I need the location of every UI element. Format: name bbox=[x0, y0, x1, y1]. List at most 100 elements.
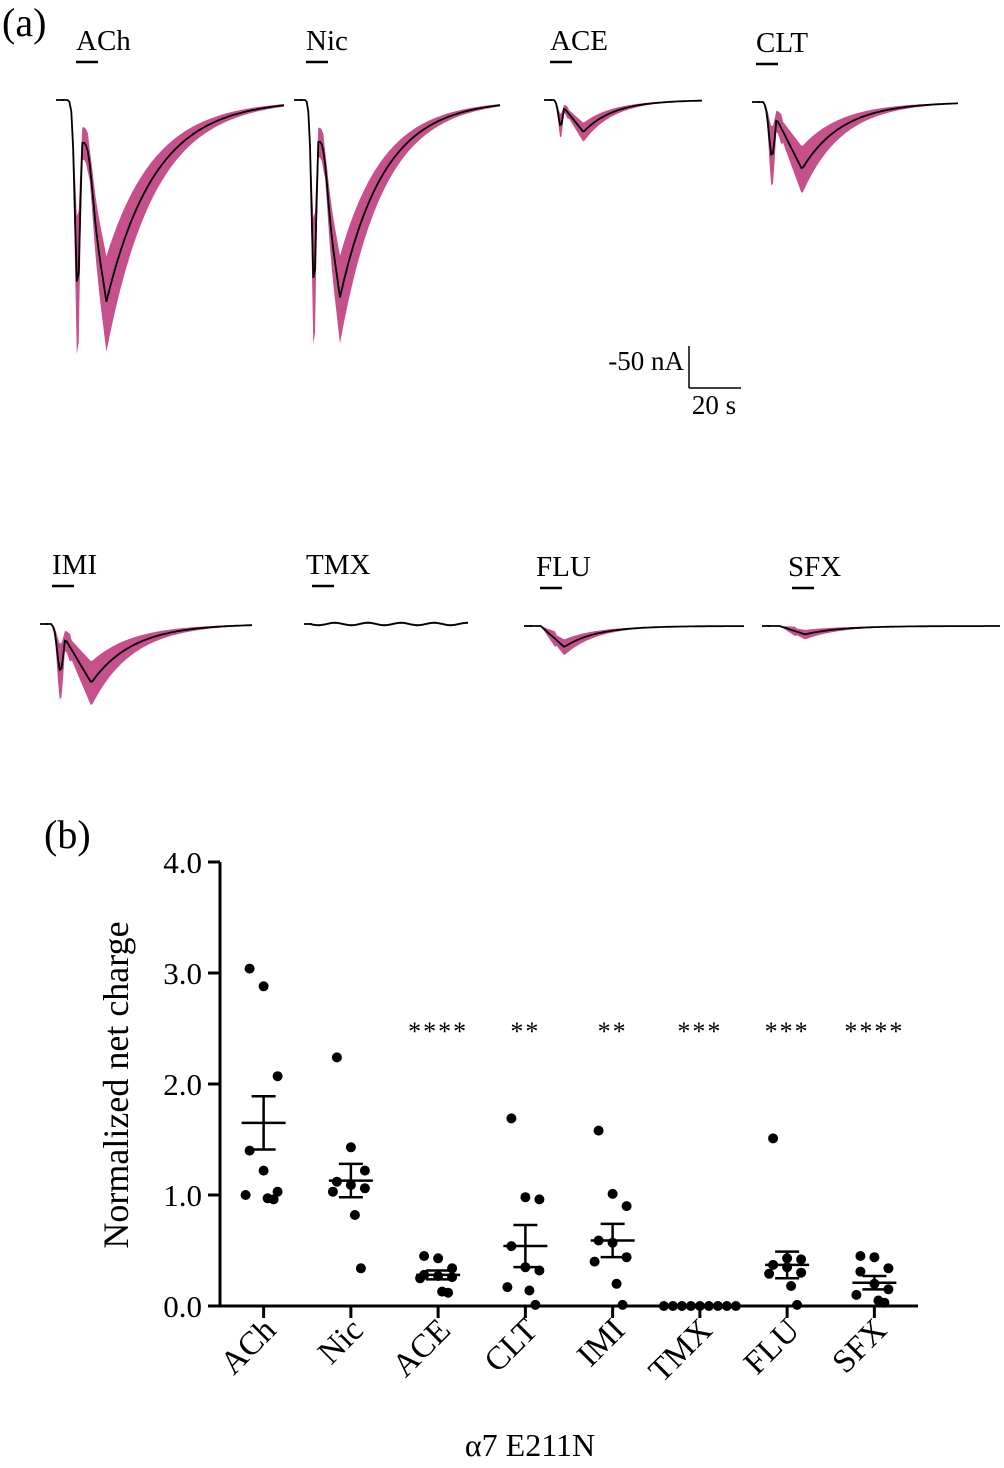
data-point bbox=[730, 1301, 741, 1311]
x-tick-label: ACE bbox=[386, 1312, 458, 1384]
data-point bbox=[851, 1289, 862, 1300]
data-point bbox=[520, 1192, 531, 1203]
data-point bbox=[534, 1194, 545, 1205]
scatter-plot: 0.0 1.0 2.0 3.0 4.0 ACh Nic ACE **** CLT ** IMI ** TM… bbox=[163, 845, 918, 1390]
data-point bbox=[855, 1266, 866, 1277]
data-point bbox=[502, 1282, 513, 1293]
sem-band bbox=[300, 100, 500, 345]
significance-mark: **** bbox=[844, 1017, 904, 1046]
data-point bbox=[796, 1254, 807, 1265]
data-point bbox=[447, 1263, 458, 1274]
mean-trace bbox=[46, 623, 252, 683]
trace-label: SFX bbox=[788, 551, 841, 583]
data-point bbox=[879, 1297, 890, 1308]
sem-band bbox=[46, 624, 252, 705]
data-point bbox=[272, 1071, 283, 1082]
data-point bbox=[667, 1301, 678, 1311]
data-point bbox=[524, 1285, 535, 1296]
scale-bar-amplitude: -50 nA bbox=[608, 346, 684, 376]
trace-label: CLT bbox=[756, 27, 808, 59]
x-tick-label: Nic bbox=[311, 1312, 370, 1371]
data-point bbox=[258, 1165, 269, 1176]
trace-label: Nic bbox=[306, 25, 348, 57]
significance-mark: ** bbox=[598, 1017, 628, 1046]
data-point bbox=[349, 1210, 360, 1220]
scale-bar: -50 nA 20 s bbox=[608, 346, 741, 420]
x-tick-label: ACh bbox=[214, 1312, 284, 1382]
trace-label: ACE bbox=[550, 25, 608, 57]
data-point bbox=[621, 1252, 632, 1263]
data-point bbox=[272, 1186, 283, 1197]
data-point bbox=[617, 1299, 628, 1310]
x-tick-label: IMI bbox=[571, 1312, 633, 1374]
x-tick-label: FLU bbox=[737, 1312, 807, 1382]
data-point bbox=[607, 1188, 618, 1199]
y-axis-label: Normalized net charge bbox=[96, 921, 136, 1248]
current-traces: ACh Nic ACE CLT IMI TMX FLU SFX bbox=[40, 25, 1000, 705]
scale-bar-time: 20 s bbox=[692, 390, 736, 420]
significance-mark: ** bbox=[510, 1017, 540, 1046]
trace-label: FLU bbox=[536, 551, 591, 583]
data-point bbox=[268, 1194, 279, 1205]
data-point bbox=[244, 963, 255, 974]
x-tick-label: SFX bbox=[826, 1312, 894, 1380]
y-tick-label: 3.0 bbox=[163, 956, 202, 991]
mean-trace bbox=[62, 99, 285, 302]
mean-trace bbox=[768, 625, 1000, 636]
trace-imi: IMI bbox=[40, 549, 252, 705]
data-point bbox=[589, 1256, 600, 1267]
data-point bbox=[359, 1165, 370, 1176]
panel-b-label: (b) bbox=[44, 812, 91, 857]
data-point bbox=[658, 1301, 669, 1311]
data-point bbox=[721, 1301, 732, 1311]
data-point bbox=[530, 1299, 541, 1310]
data-point bbox=[359, 1183, 370, 1194]
trace-nic: Nic bbox=[294, 25, 501, 345]
x-tick-label: TMX bbox=[642, 1312, 719, 1389]
data-point bbox=[792, 1299, 803, 1310]
mean-trace bbox=[309, 621, 468, 627]
data-point bbox=[869, 1252, 880, 1263]
data-point bbox=[244, 1145, 255, 1156]
y-tick-label: 0.0 bbox=[163, 1289, 202, 1324]
significance-mark: *** bbox=[765, 1017, 810, 1046]
data-point bbox=[240, 1190, 251, 1200]
data-point bbox=[506, 1113, 517, 1124]
y-tick-label: 2.0 bbox=[163, 1067, 202, 1102]
data-point bbox=[331, 1052, 342, 1063]
data-point bbox=[621, 1201, 632, 1212]
sem-band bbox=[768, 626, 1000, 640]
sem-band bbox=[530, 626, 744, 655]
trace-label: TMX bbox=[306, 549, 371, 581]
mean-trace bbox=[758, 101, 958, 169]
data-point bbox=[883, 1284, 894, 1295]
data-point bbox=[419, 1251, 430, 1261]
mean-trace bbox=[550, 99, 703, 133]
data-point bbox=[764, 1268, 775, 1279]
trace-clt: CLT bbox=[752, 27, 958, 193]
data-point bbox=[345, 1142, 356, 1153]
y-tick-label: 4.0 bbox=[163, 845, 202, 880]
mean-trace bbox=[530, 625, 744, 648]
data-point bbox=[593, 1125, 604, 1136]
x-axis-label: α7 E211N bbox=[465, 1427, 595, 1463]
data-point bbox=[355, 1263, 366, 1274]
y-tick-label: 1.0 bbox=[163, 1178, 202, 1213]
data-point bbox=[855, 1251, 866, 1261]
data-point bbox=[327, 1186, 338, 1197]
panel-a-label: (a) bbox=[2, 0, 46, 45]
x-tick-label: CLT bbox=[478, 1312, 545, 1379]
data-point bbox=[883, 1263, 894, 1274]
trace-label: ACh bbox=[76, 25, 131, 57]
trace-tmx: TMX bbox=[304, 549, 468, 627]
significance-mark: *** bbox=[677, 1017, 722, 1046]
trace-flu: FLU bbox=[524, 551, 744, 655]
data-point bbox=[433, 1253, 444, 1264]
significance-mark: **** bbox=[408, 1017, 468, 1046]
sem-band bbox=[62, 100, 284, 355]
trace-ace: ACE bbox=[544, 25, 703, 142]
sem-band bbox=[550, 100, 702, 142]
sem-band bbox=[758, 102, 958, 193]
data-point bbox=[443, 1287, 454, 1298]
data-point bbox=[768, 1133, 779, 1144]
